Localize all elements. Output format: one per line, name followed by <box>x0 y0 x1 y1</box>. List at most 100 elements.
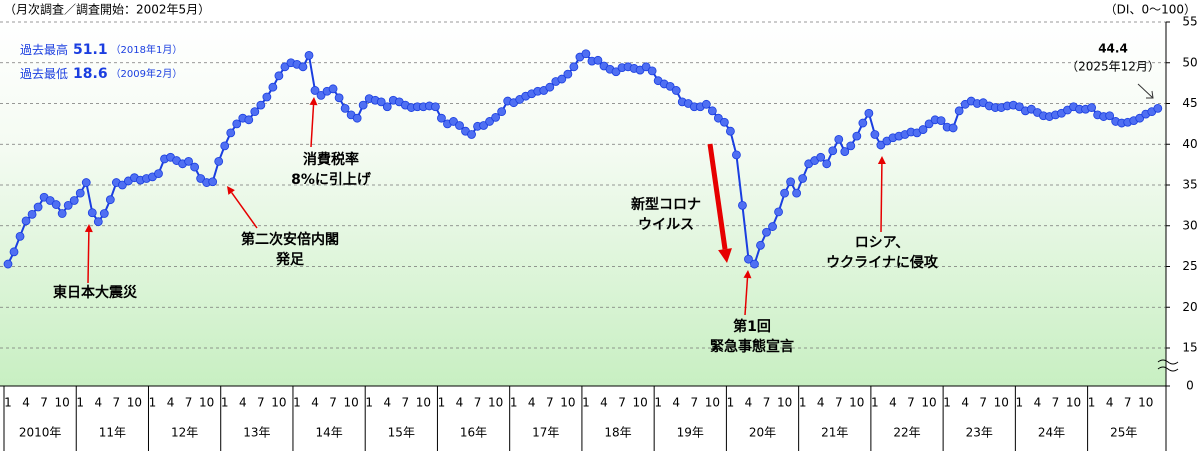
x-tick-label: 4 <box>528 396 536 410</box>
data-point <box>1105 111 1115 121</box>
axis-break <box>1157 359 1179 372</box>
data-point <box>924 119 934 129</box>
data-point <box>485 117 495 126</box>
x-tick-label: 1 <box>871 396 879 410</box>
x-tick-label: 4 <box>456 396 464 410</box>
data-point <box>93 217 103 227</box>
data-point <box>467 130 476 139</box>
record-date: （2018年1月） <box>111 43 183 56</box>
data-point <box>117 180 127 190</box>
x-tick-label: 7 <box>1052 396 1060 410</box>
y-tick-label: 40 <box>1182 137 1197 151</box>
x-tick-label: 10 <box>55 396 70 410</box>
data-point <box>792 188 802 198</box>
data-point <box>726 126 735 136</box>
data-point <box>732 150 741 160</box>
data-point <box>208 177 218 187</box>
x-tick-label: 4 <box>817 396 825 410</box>
annotation-arrowhead <box>877 156 886 165</box>
data-point <box>822 159 832 169</box>
annotation-arrowhead <box>743 270 752 279</box>
latest-arrow <box>1137 83 1154 99</box>
record-value: 18.6 <box>73 66 108 82</box>
x-tick-label: 4 <box>94 396 102 410</box>
plot-background <box>0 22 1166 386</box>
record-label: 過去最低 <box>20 67 68 81</box>
data-point <box>33 202 43 212</box>
data-point <box>298 62 308 72</box>
y-tick-label: 0 <box>1186 379 1194 393</box>
x-tick-label: 10 <box>343 396 358 410</box>
data-point <box>376 97 386 107</box>
data-point <box>57 209 67 218</box>
data-point <box>328 84 338 94</box>
year-label: 21年 <box>821 426 848 440</box>
annotation: 8%に引上げ <box>291 172 372 188</box>
x-tick-label: 10 <box>921 396 936 410</box>
data-point <box>449 117 458 126</box>
x-tick-label: 7 <box>763 396 771 410</box>
y-tick-label: 55 <box>1182 15 1197 29</box>
data-point <box>756 240 765 250</box>
data-point <box>81 178 91 187</box>
latest-date: （2025年12月） <box>1066 60 1160 74</box>
data-point <box>262 92 272 102</box>
annotation: ロシア、 <box>855 235 910 251</box>
record-text: 過去最高 51.1 （2018年1月） <box>20 42 182 59</box>
data-point <box>99 209 109 218</box>
x-tick-label: 10 <box>1138 396 1153 410</box>
data-point <box>593 55 603 65</box>
data-point <box>665 81 675 91</box>
x-tick-label: 7 <box>1124 396 1132 410</box>
data-point <box>1153 103 1163 113</box>
annotation-arrow <box>231 192 258 229</box>
data-point <box>545 82 555 92</box>
x-tick-label: 7 <box>329 396 337 410</box>
x-tick-label: 10 <box>416 396 431 410</box>
data-point <box>738 200 747 210</box>
x-tick-label: 1 <box>582 396 590 410</box>
data-point <box>69 196 79 205</box>
data-point <box>719 117 729 127</box>
data-point <box>852 131 862 141</box>
data-point <box>918 125 928 134</box>
data-point <box>858 118 868 128</box>
data-point <box>358 100 368 110</box>
x-tick-label: 7 <box>546 396 554 410</box>
x-tick-label: 1 <box>799 396 807 410</box>
x-tick-label: 4 <box>745 396 753 410</box>
x-tick-label: 7 <box>257 396 265 410</box>
x-tick-label: 4 <box>167 396 175 410</box>
data-point <box>774 207 783 217</box>
x-tick-label: 4 <box>600 396 608 410</box>
data-point <box>340 103 350 113</box>
data-point <box>768 222 777 231</box>
annotation-arrow <box>310 104 315 148</box>
data-point <box>316 90 326 100</box>
data-point <box>840 147 850 156</box>
annotation: 発足 <box>275 251 305 268</box>
data-point <box>256 100 266 110</box>
x-tick-label: 4 <box>239 396 247 410</box>
data-point <box>707 106 717 116</box>
annotation-arrowhead <box>309 97 318 106</box>
y-tick-label: 45 <box>1182 96 1197 110</box>
y-tick-label: 35 <box>1182 178 1197 192</box>
data-point <box>936 116 946 126</box>
data-point <box>671 86 681 95</box>
x-tick-label: 10 <box>560 396 575 410</box>
x-tick-label: 1 <box>149 396 157 410</box>
x-tick-label: 7 <box>474 396 482 410</box>
x-tick-label: 10 <box>127 396 142 410</box>
data-point <box>105 195 115 205</box>
data-point <box>304 51 314 60</box>
x-tick-label: 1 <box>4 396 12 410</box>
x-tick-label: 7 <box>907 396 915 410</box>
data-point <box>220 141 230 151</box>
x-tick-label: 7 <box>40 396 48 410</box>
data-point <box>63 200 73 210</box>
data-point <box>828 146 838 156</box>
annotation-arrowhead <box>84 224 93 233</box>
data-point <box>798 174 808 183</box>
